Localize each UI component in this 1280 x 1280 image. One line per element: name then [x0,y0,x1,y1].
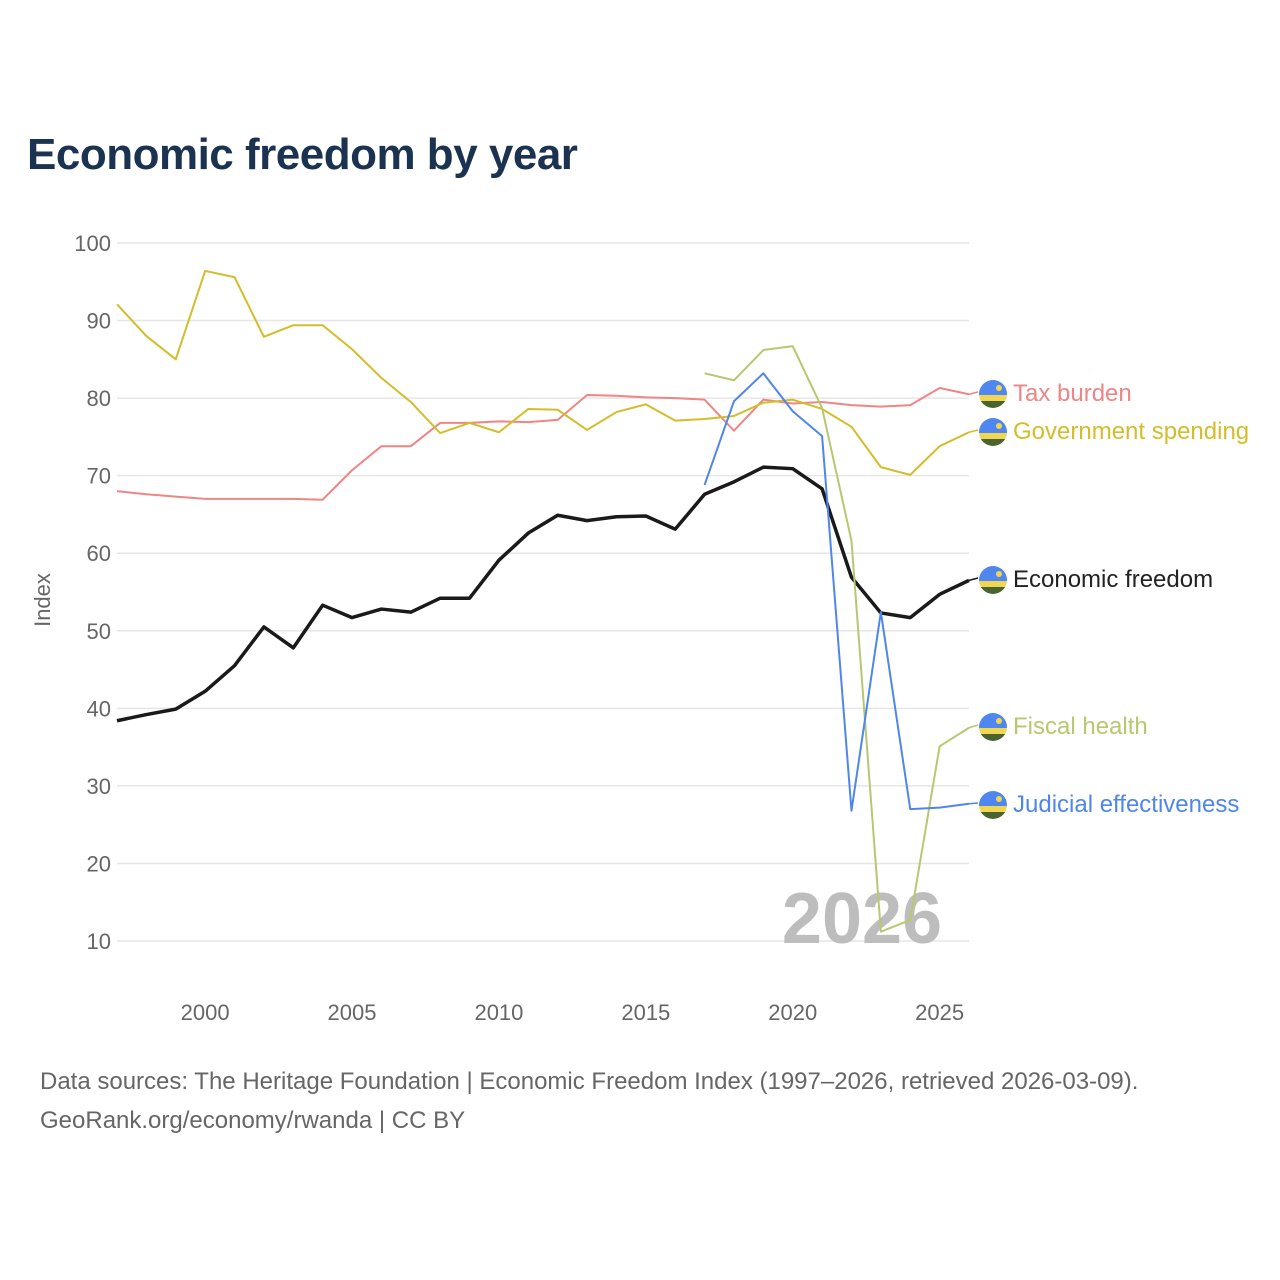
year-watermark: 2026 [782,879,942,959]
chart-title: Economic freedom by year [27,130,578,179]
footer-credit: GeoRank.org/economy/rwanda | CC BY [40,1107,466,1134]
y-tick-label: 100 [74,231,111,256]
y-tick-label: 90 [87,309,111,334]
series-line-judicial-effectiveness [703,372,970,812]
y-tick-label: 40 [87,696,111,721]
y-tick-label: 70 [87,464,111,489]
series-label: Fiscal health [1013,713,1148,740]
label-connector [968,802,979,805]
rwanda-flag-icon [979,380,1007,408]
x-tick-label: 2005 [328,1000,377,1025]
series-label: Tax burden [1013,380,1132,407]
label-connector [968,391,979,395]
series-label: Judicial effectiveness [1013,791,1239,818]
rwanda-flag-icon [979,791,1007,819]
x-tick-label: 2010 [474,1000,523,1025]
x-tick-label: 2025 [915,1000,964,1025]
label-connector [968,577,979,582]
label-connector [968,429,979,433]
footer-sources: Data sources: The Heritage Foundation | … [40,1068,1139,1095]
x-tick-label: 2020 [768,1000,817,1025]
series-line-government-spending [116,269,970,476]
y-axis-label: Index [30,573,55,627]
rwanda-flag-icon [979,566,1007,594]
rwanda-flag-icon [979,418,1007,446]
x-tick-label: 2015 [621,1000,670,1025]
x-tick-label: 2000 [181,1000,230,1025]
y-tick-label: 30 [87,774,111,799]
y-tick-label: 20 [87,851,111,876]
series-label: Government spending [1013,418,1249,445]
rwanda-flag-icon [979,713,1007,741]
label-connector [968,724,979,729]
series-line-fiscal-health [704,345,970,933]
y-tick-label: 80 [87,386,111,411]
y-tick-label: 10 [87,929,111,954]
y-tick-label: 60 [87,541,111,566]
series-line-tax-burden [116,387,970,501]
series-label: Economic freedom [1013,566,1213,593]
y-tick-label: 50 [87,619,111,644]
